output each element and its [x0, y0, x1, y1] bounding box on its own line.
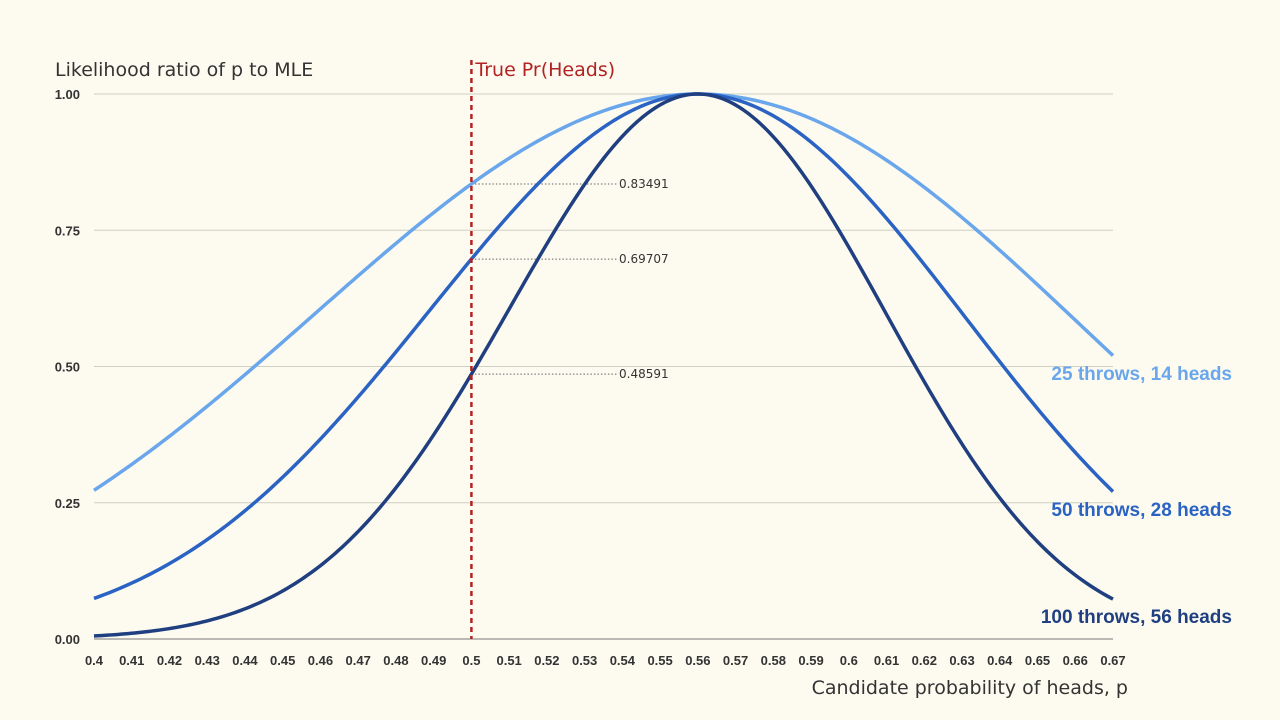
series-line-100-throws — [93, 92, 1114, 638]
marker-guides — [471, 183, 617, 375]
x-tick-label: 0.45 — [270, 653, 295, 668]
y-tick-label: 0.50 — [55, 360, 80, 375]
x-tick-label: 0.53 — [572, 653, 597, 668]
marker-value-label: 0.48591 — [619, 367, 669, 381]
x-tick-label: 0.59 — [798, 653, 823, 668]
x-tick-label: 0.43 — [195, 653, 220, 668]
y-axis-title: Likelihood ratio of p to MLE — [55, 59, 313, 81]
x-tick-label: 0.52 — [534, 653, 559, 668]
x-tick-label: 0.4 — [85, 653, 104, 668]
x-tick-label: 0.42 — [157, 653, 182, 668]
series-label-100-throws: 100 throws, 56 heads — [1041, 607, 1232, 628]
x-axis-title: Candidate probability of heads, p — [812, 677, 1128, 699]
marker-value-label: 0.83491 — [619, 177, 669, 191]
true-probability-label: True Pr(Heads) — [474, 59, 615, 81]
x-tick-label: 0.57 — [723, 653, 748, 668]
x-tick-label: 0.51 — [496, 653, 521, 668]
series-line-25-throws — [93, 92, 1115, 492]
x-tick-label: 0.41 — [119, 653, 144, 668]
x-tick-label: 0.47 — [346, 653, 371, 668]
x-tick-label: 0.62 — [912, 653, 937, 668]
x-tick-label: 0.58 — [761, 653, 786, 668]
x-tick-label: 0.56 — [685, 653, 710, 668]
x-tick-label: 0.61 — [874, 653, 899, 668]
x-tick-label: 0.66 — [1063, 653, 1088, 668]
series-lines — [93, 92, 1115, 638]
y-tick-label: 0.00 — [55, 632, 80, 647]
series-label-50-throws: 50 throws, 28 heads — [1051, 500, 1232, 521]
x-tick-label: 0.54 — [610, 653, 636, 668]
series-label-25-throws: 25 throws, 14 heads — [1051, 364, 1232, 385]
y-axis-title-text: Likelihood ratio of p to MLE — [55, 59, 313, 81]
series-labels: 25 throws, 14 heads 50 throws, 28 heads 10… — [1041, 364, 1232, 628]
x-tick-label: 0.44 — [232, 653, 258, 668]
series-line-50-throws — [93, 92, 1115, 601]
x-tick-label: 0.65 — [1025, 653, 1050, 668]
x-tick-labels: 0.4 0.41 0.42 0.43 0.44 0.45 0.46 0.47 0.48 0.49 0… — [85, 653, 1126, 668]
y-tick-labels: 0.00 0.25 0.50 0.75 1.00 — [55, 87, 80, 647]
y-tick-label: 0.25 — [55, 496, 80, 511]
x-tick-label: 0.55 — [647, 653, 672, 668]
marker-value-labels: 0.83491 0.69707 0.48591 — [619, 177, 669, 381]
y-tick-label: 0.75 — [55, 223, 80, 238]
x-tick-label: 0.64 — [987, 653, 1013, 668]
x-tick-label: 0.49 — [421, 653, 446, 668]
grid-lines — [94, 93, 1113, 504]
x-tick-label: 0.48 — [383, 653, 408, 668]
x-tick-label: 0.67 — [1100, 653, 1125, 668]
x-tick-label: 0.63 — [949, 653, 974, 668]
x-tick-label: 0.5 — [462, 653, 480, 668]
y-tick-label: 1.00 — [55, 87, 80, 102]
marker-value-label: 0.69707 — [619, 252, 669, 266]
x-tick-label: 0.6 — [840, 653, 858, 668]
x-tick-label: 0.46 — [308, 653, 333, 668]
